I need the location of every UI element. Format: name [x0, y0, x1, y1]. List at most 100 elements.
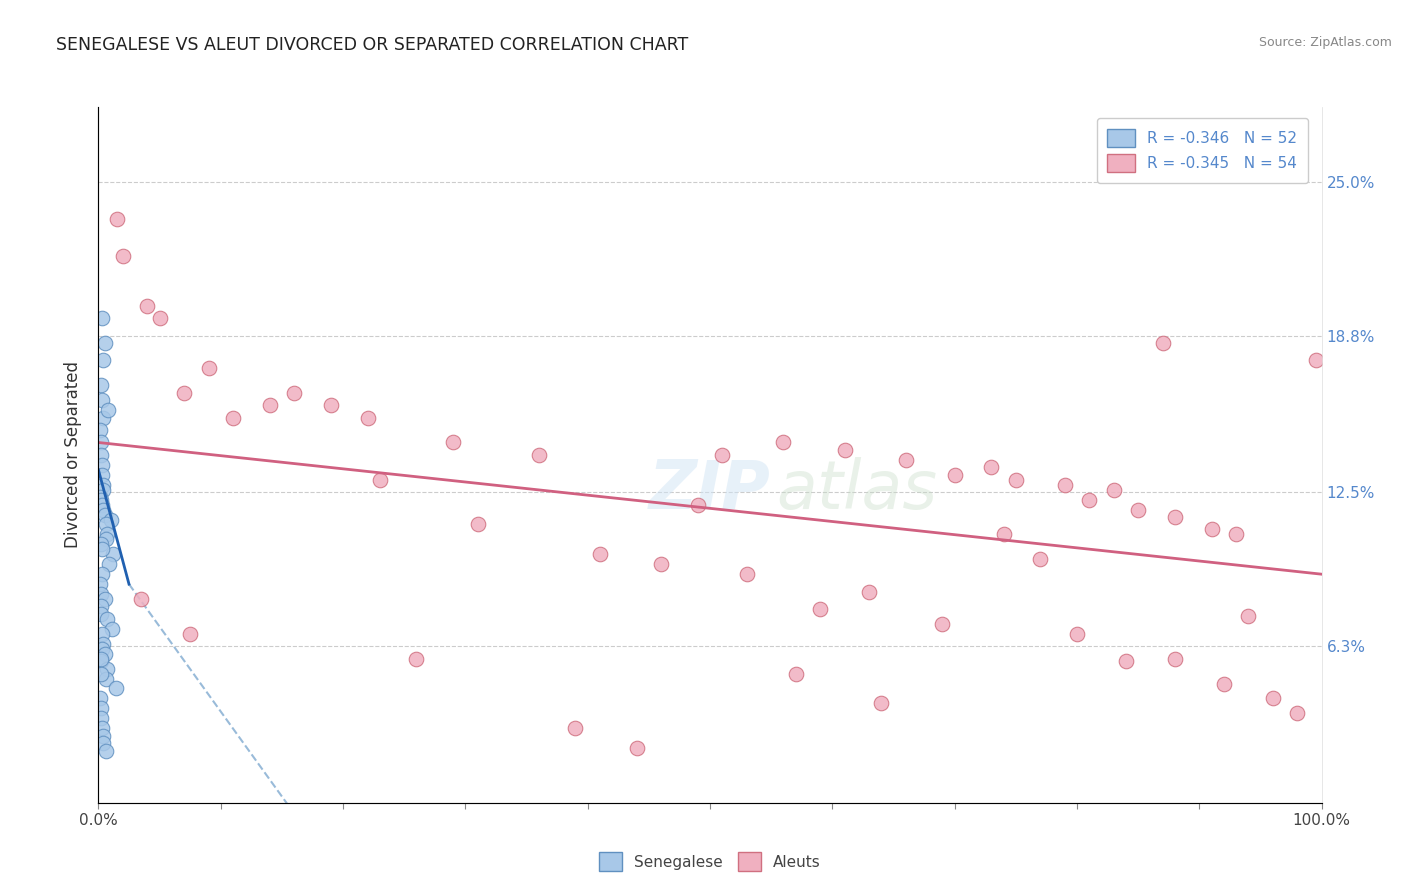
- Point: [1286, 706, 1309, 721]
- Point: [197, 361, 219, 376]
- Point: [89, 691, 111, 706]
- Point: [91, 502, 114, 516]
- Point: [785, 666, 807, 681]
- Point: [686, 498, 709, 512]
- Point: [1225, 527, 1247, 541]
- Point: [1115, 654, 1137, 668]
- Point: [179, 627, 201, 641]
- Point: [527, 448, 550, 462]
- Point: [1164, 651, 1187, 665]
- Point: [91, 627, 114, 641]
- Point: [368, 473, 391, 487]
- Point: [111, 249, 134, 263]
- Point: [89, 577, 111, 591]
- Point: [93, 336, 115, 351]
- Point: [91, 721, 114, 735]
- Point: [319, 398, 342, 412]
- Point: [91, 483, 114, 497]
- Point: [91, 410, 114, 425]
- Point: [101, 547, 124, 561]
- Point: [467, 517, 489, 532]
- Point: [931, 616, 953, 631]
- Point: [1152, 336, 1174, 351]
- Point: [1212, 676, 1234, 690]
- Point: [711, 448, 734, 462]
- Point: [222, 410, 245, 425]
- Point: [90, 651, 112, 665]
- Point: [894, 453, 917, 467]
- Point: [105, 211, 128, 226]
- Point: [650, 558, 672, 572]
- Point: [441, 435, 464, 450]
- Point: [1164, 510, 1187, 524]
- Point: [91, 311, 114, 326]
- Point: [91, 641, 114, 656]
- Point: [96, 527, 118, 541]
- Point: [96, 612, 118, 626]
- Point: [94, 744, 117, 758]
- Point: [94, 672, 117, 686]
- Point: [1066, 627, 1088, 641]
- Point: [93, 647, 115, 661]
- Point: [91, 393, 114, 408]
- Point: [93, 592, 115, 607]
- Point: [91, 498, 114, 512]
- Point: [858, 584, 880, 599]
- Point: [993, 527, 1015, 541]
- Point: [1102, 483, 1125, 497]
- Text: atlas: atlas: [776, 457, 938, 523]
- Point: [1237, 609, 1260, 624]
- Point: [1201, 523, 1223, 537]
- Point: [1305, 353, 1327, 368]
- Point: [90, 607, 112, 621]
- Point: [91, 567, 114, 582]
- Text: SENEGALESE VS ALEUT DIVORCED OR SEPARATED CORRELATION CHART: SENEGALESE VS ALEUT DIVORCED OR SEPARATE…: [56, 36, 689, 54]
- Text: Source: ZipAtlas.com: Source: ZipAtlas.com: [1258, 36, 1392, 49]
- Point: [91, 467, 114, 482]
- Point: [104, 681, 127, 696]
- Point: [1078, 492, 1101, 507]
- Point: [96, 662, 118, 676]
- Point: [101, 622, 124, 636]
- Text: ZIP: ZIP: [650, 457, 770, 523]
- Point: [1029, 552, 1052, 566]
- Point: [136, 299, 159, 313]
- Point: [98, 558, 121, 572]
- Point: [97, 403, 120, 417]
- Point: [870, 697, 893, 711]
- Point: [173, 385, 195, 400]
- Point: [283, 385, 305, 400]
- Point: [90, 378, 112, 392]
- Point: [980, 460, 1002, 475]
- Point: [90, 537, 112, 551]
- Point: [259, 398, 281, 412]
- Point: [356, 410, 378, 425]
- Point: [94, 533, 117, 547]
- Point: [90, 435, 112, 450]
- Point: [1004, 473, 1026, 487]
- Legend: Senegalese, Aleuts: Senegalese, Aleuts: [592, 845, 828, 879]
- Point: [91, 729, 114, 743]
- Point: [129, 592, 152, 607]
- Point: [626, 741, 648, 756]
- Point: [90, 654, 112, 668]
- Point: [91, 637, 114, 651]
- Point: [93, 508, 115, 522]
- Point: [1261, 691, 1284, 706]
- Y-axis label: Divorced or Separated: Divorced or Separated: [65, 361, 83, 549]
- Point: [91, 477, 114, 491]
- Point: [91, 353, 114, 368]
- Point: [89, 490, 111, 504]
- Point: [149, 311, 172, 326]
- Point: [90, 587, 112, 601]
- Point: [808, 602, 831, 616]
- Point: [1128, 502, 1150, 516]
- Point: [735, 567, 758, 582]
- Point: [834, 442, 856, 457]
- Point: [90, 448, 112, 462]
- Point: [91, 542, 114, 557]
- Point: [90, 599, 112, 614]
- Point: [91, 736, 114, 750]
- Point: [564, 721, 586, 735]
- Point: [943, 467, 966, 482]
